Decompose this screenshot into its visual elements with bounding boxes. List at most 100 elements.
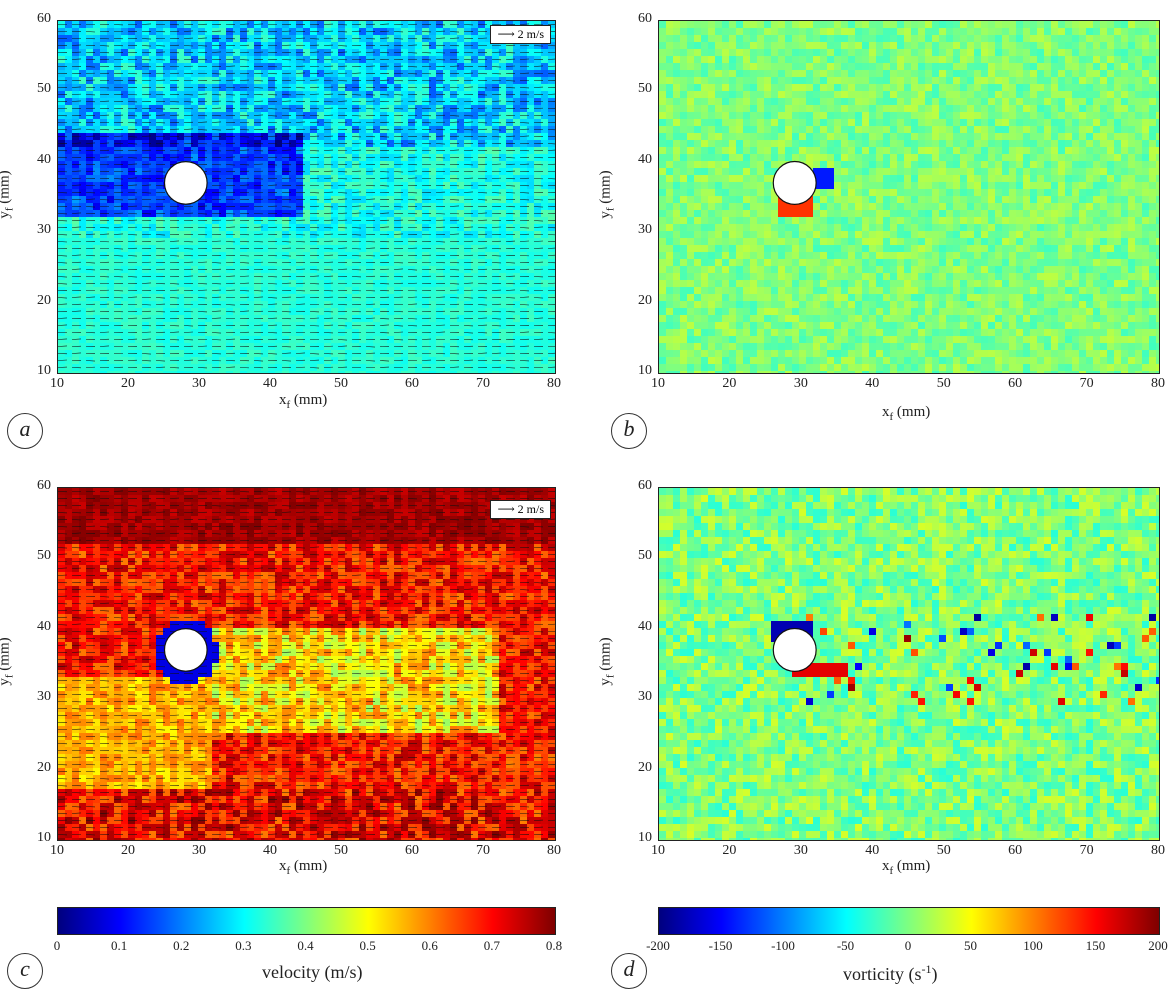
field-cell: [527, 245, 535, 253]
field-cell: [226, 189, 234, 197]
field-cell: [205, 350, 213, 358]
field-cell: [65, 329, 73, 337]
field-cell: [247, 224, 255, 232]
field-cell: [135, 105, 143, 113]
field-cell: [310, 371, 318, 373]
field-cell: [492, 49, 500, 57]
field-cell: [457, 231, 465, 239]
field-cell: [233, 203, 241, 211]
velocity-vector: [519, 23, 530, 25]
field-cell: [128, 175, 136, 183]
field-cell: [513, 336, 521, 344]
field-cell: [233, 224, 241, 232]
field-cell: [457, 294, 465, 302]
field-cell: [443, 140, 451, 148]
field-cell: [457, 161, 465, 169]
field-cell: [219, 266, 227, 274]
field-cell: [373, 49, 381, 57]
field-cell: [65, 42, 73, 50]
field-cell: [275, 238, 283, 246]
field-cell: [506, 287, 514, 295]
field-cell: [121, 301, 129, 309]
field-cell: [450, 371, 458, 373]
field-cell: [170, 371, 178, 373]
field-cell: [345, 28, 353, 36]
field-cell: [289, 315, 297, 323]
field-cell: [79, 371, 87, 373]
field-cell: [282, 287, 290, 295]
velocity-vector: [309, 234, 320, 236]
field-cell: [345, 336, 353, 344]
field-cell: [212, 28, 220, 36]
field-cell: [485, 182, 493, 190]
field-cell: [534, 70, 542, 78]
field-cell: [471, 42, 479, 50]
field-cell: [184, 28, 192, 36]
field-cell: [520, 161, 528, 169]
field-cell: [79, 238, 87, 246]
field-cell: [212, 238, 220, 246]
field-cell: [527, 294, 535, 302]
field-cell: [506, 56, 514, 64]
field-cell: [317, 49, 325, 57]
field-cell: [93, 140, 101, 148]
field-cell: [121, 252, 129, 260]
field-cell: [219, 133, 227, 141]
field-cell: [345, 112, 353, 120]
field-cell: [289, 273, 297, 281]
field-cell: [121, 217, 129, 225]
field-cell: [401, 231, 409, 239]
field-cell: [254, 35, 262, 43]
field-cell: [401, 259, 409, 267]
velocity-vector: [337, 51, 348, 53]
velocity-vector: [141, 135, 152, 137]
field-cell: [177, 42, 185, 50]
field-cell: [135, 70, 143, 78]
field-cell: [261, 140, 269, 148]
field-cell: [415, 147, 423, 155]
field-cell: [366, 350, 374, 358]
field-cell: [317, 336, 325, 344]
field-cell: [352, 189, 360, 197]
field-cell: [443, 175, 451, 183]
field-cell: [429, 280, 437, 288]
field-cell: [296, 294, 304, 302]
field-cell: [121, 336, 129, 344]
field-cell: [142, 371, 150, 373]
field-cell: [205, 357, 213, 365]
field-cell: [261, 56, 269, 64]
field-cell: [331, 308, 339, 316]
field-cell: [338, 49, 346, 57]
field-cell: [163, 322, 171, 330]
field-cell: [380, 28, 388, 36]
field-cell: [303, 217, 311, 225]
field-cell: [331, 189, 339, 197]
field-cell: [338, 364, 346, 372]
field-cell: [275, 42, 283, 50]
field-cell: [310, 301, 318, 309]
field-cell: [184, 112, 192, 120]
field-cell: [387, 28, 395, 36]
field-cell: [191, 294, 199, 302]
field-cell: [359, 168, 367, 176]
field-cell: [114, 371, 122, 373]
field-cell: [275, 56, 283, 64]
field-cell: [65, 224, 73, 232]
field-cell: [513, 210, 521, 218]
field-cell: [191, 322, 199, 330]
field-cell: [541, 266, 549, 274]
field-cell: [380, 161, 388, 169]
field-cell: [513, 56, 521, 64]
field-cell: [331, 273, 339, 281]
field-cell: [373, 196, 381, 204]
field-cell: [394, 357, 402, 365]
field-cell: [541, 42, 549, 50]
field-cell: [387, 287, 395, 295]
field-cell: [72, 301, 80, 309]
field-cell: [471, 252, 479, 260]
field-cell: [219, 168, 227, 176]
field-cell: [534, 147, 542, 155]
field-cell: [65, 294, 73, 302]
field-cell: [485, 343, 493, 351]
field-cell: [457, 371, 465, 373]
